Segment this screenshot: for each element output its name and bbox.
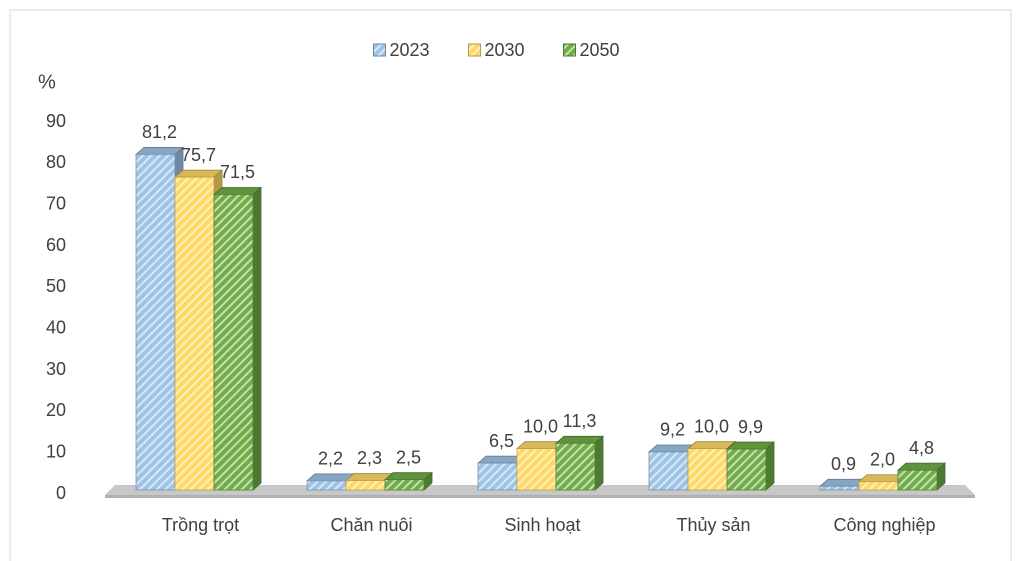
bar	[135, 153, 176, 491]
bar-top	[212, 187, 263, 195]
data-label: 9,2	[660, 420, 685, 440]
bar-top	[134, 146, 185, 155]
bar	[213, 194, 254, 491]
data-label: 9,9	[738, 417, 763, 437]
legend-label: 2030	[485, 40, 525, 60]
data-label: 75,7	[181, 145, 216, 165]
floor-edge	[105, 495, 975, 498]
legend-swatch	[373, 43, 386, 57]
bar	[174, 176, 215, 491]
x-tick-label: Chăn nuôi	[330, 515, 412, 535]
y-tick-label: 40	[46, 317, 66, 337]
y-tick-label: 70	[46, 193, 66, 213]
y-tick-label: 20	[46, 400, 66, 420]
bar	[555, 442, 596, 491]
bar-side	[252, 186, 262, 491]
bar	[306, 480, 347, 491]
legend-label: 2023	[390, 40, 430, 60]
y-tick-label: 30	[46, 359, 66, 379]
bar-top	[725, 441, 776, 450]
x-tick-label: Công nghiệp	[833, 515, 935, 535]
data-label: 2,2	[318, 449, 343, 469]
bar-side	[594, 435, 604, 491]
data-label: 71,5	[220, 162, 255, 182]
y-axis-label: %	[38, 71, 56, 93]
data-label: 4,8	[909, 438, 934, 458]
y-tick-label: 60	[46, 235, 66, 255]
bar-top	[896, 462, 947, 471]
legend-swatch	[468, 43, 481, 57]
bar	[477, 462, 518, 491]
legend-swatch	[563, 43, 576, 57]
x-tick-label: Thủy sản	[676, 515, 750, 535]
bar-side	[765, 441, 775, 491]
data-label: 0,9	[831, 454, 856, 474]
bar	[858, 481, 899, 491]
data-label: 10,0	[694, 416, 729, 436]
bar-top	[173, 169, 224, 178]
data-label: 2,5	[396, 447, 421, 467]
data-label: 10,0	[523, 416, 558, 436]
y-tick-label: 90	[46, 111, 66, 131]
bar-top	[554, 435, 605, 444]
x-tick-label: Sinh hoạt	[504, 515, 580, 535]
bar	[687, 448, 728, 491]
bar	[726, 448, 767, 491]
data-label: 81,2	[142, 122, 177, 142]
bar	[516, 448, 557, 491]
chart-frame	[9, 9, 1012, 561]
data-label: 2,3	[357, 448, 382, 468]
bar	[648, 451, 689, 491]
bar	[819, 485, 860, 491]
data-label: 11,3	[563, 411, 597, 431]
y-tick-label: 10	[46, 441, 66, 461]
y-tick-label: 50	[46, 276, 66, 296]
bar-top	[686, 441, 737, 450]
data-label: 2,0	[870, 449, 895, 469]
bar	[384, 479, 425, 491]
x-tick-label: Trồng trọt	[162, 515, 239, 535]
bar-top	[383, 472, 434, 481]
y-tick-label: 80	[46, 152, 66, 172]
legend-label: 2050	[580, 40, 620, 60]
data-label: 6,5	[489, 431, 514, 451]
y-tick-label: 0	[56, 483, 66, 503]
bar	[345, 480, 386, 491]
bar	[897, 469, 938, 491]
